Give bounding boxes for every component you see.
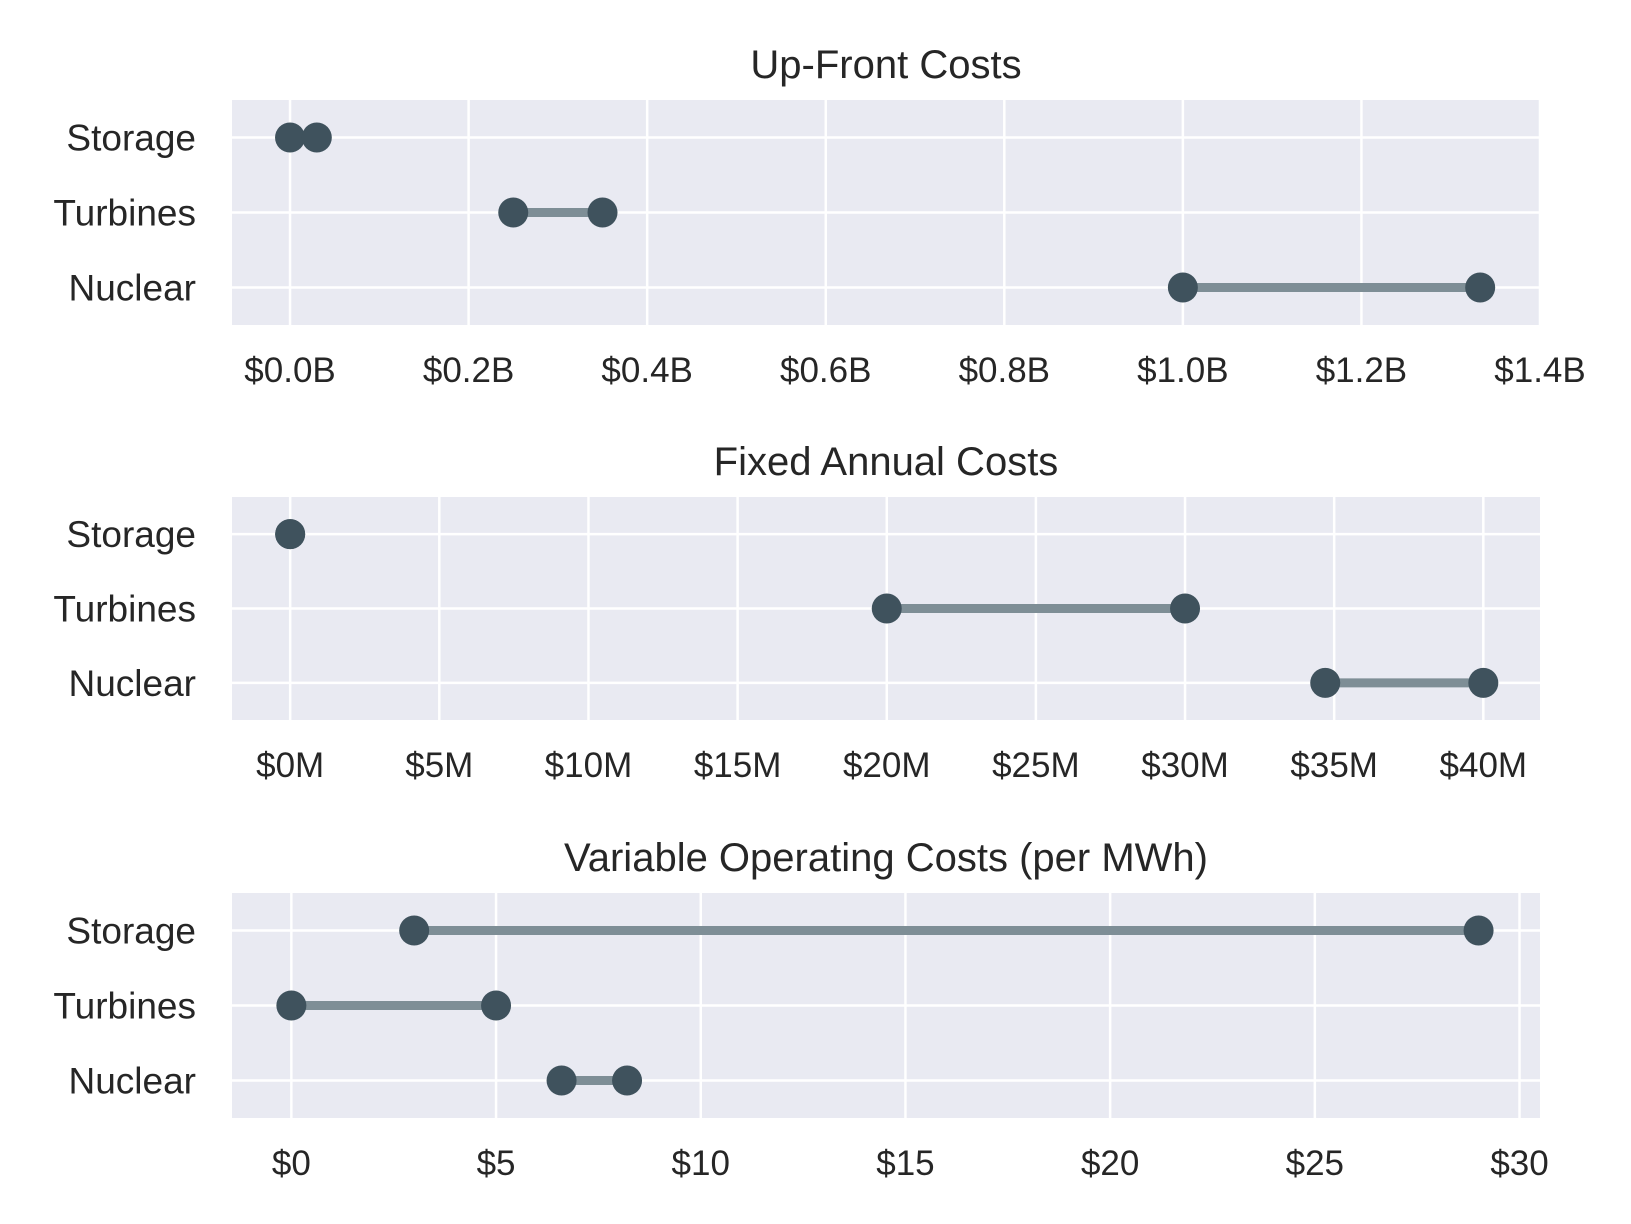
x-tick-label: $1.0B bbox=[1137, 351, 1228, 390]
high-point-storage bbox=[275, 519, 306, 550]
y-tick-label-storage: Storage bbox=[66, 118, 196, 159]
x-tick-label: $20M bbox=[843, 746, 931, 785]
y-tick-label-nuclear: Nuclear bbox=[69, 1061, 197, 1102]
low-point-nuclear bbox=[546, 1065, 577, 1096]
x-tick-label: $0.2B bbox=[423, 351, 514, 390]
y-tick-label-turbines: Turbines bbox=[53, 193, 196, 234]
y-tick-label-turbines: Turbines bbox=[53, 589, 196, 630]
x-tick-label: $0M bbox=[256, 746, 324, 785]
low-point-nuclear bbox=[1167, 272, 1198, 303]
high-point-nuclear bbox=[612, 1065, 643, 1096]
chart-panel-1: Up-Front Costs Storage Turbines Nuclear $0.0… bbox=[53, 43, 1585, 390]
x-tick-label: $10 bbox=[672, 1144, 730, 1183]
high-point-turbines bbox=[481, 990, 512, 1021]
x-tick-label: $20 bbox=[1081, 1144, 1139, 1183]
y-tick-label-nuclear: Nuclear bbox=[69, 663, 197, 704]
chart-panel-3: Variable Operating Costs (per MWh) Storag… bbox=[53, 836, 1548, 1183]
low-point-storage bbox=[275, 122, 306, 153]
x-tick-label: $15M bbox=[694, 746, 782, 785]
x-tick-label: $30M bbox=[1141, 746, 1229, 785]
low-point-nuclear bbox=[1310, 667, 1341, 698]
y-tick-label-nuclear: Nuclear bbox=[69, 268, 197, 309]
x-tick-label: $0.6B bbox=[780, 351, 871, 390]
chart-title: Up-Front Costs bbox=[750, 43, 1021, 87]
x-tick-label: $25 bbox=[1286, 1144, 1344, 1183]
x-tick-label: $25M bbox=[992, 746, 1080, 785]
x-tick-label: $40M bbox=[1440, 746, 1528, 785]
x-tick-label: $1.2B bbox=[1316, 351, 1407, 390]
low-point-turbines bbox=[871, 593, 902, 624]
x-tick-label: $0 bbox=[272, 1144, 311, 1183]
chart-panel-2: Fixed Annual Costs Storage Turbines Nuclear… bbox=[53, 440, 1540, 785]
y-tick-label-storage: Storage bbox=[66, 911, 196, 952]
low-point-turbines bbox=[498, 197, 529, 228]
y-tick-label-storage: Storage bbox=[66, 514, 196, 555]
x-tick-label: $5 bbox=[477, 1144, 516, 1183]
chart-title: Fixed Annual Costs bbox=[714, 440, 1059, 484]
high-point-nuclear bbox=[1468, 667, 1499, 698]
x-tick-label: $30 bbox=[1490, 1144, 1548, 1183]
x-tick-label: $0.8B bbox=[959, 351, 1050, 390]
x-tick-label: $0.0B bbox=[244, 351, 335, 390]
x-tick-label: $1.4B bbox=[1494, 351, 1585, 390]
x-tick-label: $35M bbox=[1290, 746, 1378, 785]
high-point-storage bbox=[1463, 915, 1494, 946]
x-tick-label: $15 bbox=[876, 1144, 934, 1183]
x-tick-label: $5M bbox=[405, 746, 473, 785]
high-point-turbines bbox=[587, 197, 618, 228]
high-point-nuclear bbox=[1465, 272, 1496, 303]
low-point-turbines bbox=[276, 990, 307, 1021]
chart-title: Variable Operating Costs (per MWh) bbox=[564, 836, 1208, 880]
y-tick-label-turbines: Turbines bbox=[53, 986, 196, 1027]
x-tick-label: $0.4B bbox=[601, 351, 692, 390]
high-point-storage bbox=[301, 122, 332, 153]
low-point-storage bbox=[399, 915, 430, 946]
x-tick-label: $10M bbox=[545, 746, 633, 785]
high-point-turbines bbox=[1170, 593, 1201, 624]
